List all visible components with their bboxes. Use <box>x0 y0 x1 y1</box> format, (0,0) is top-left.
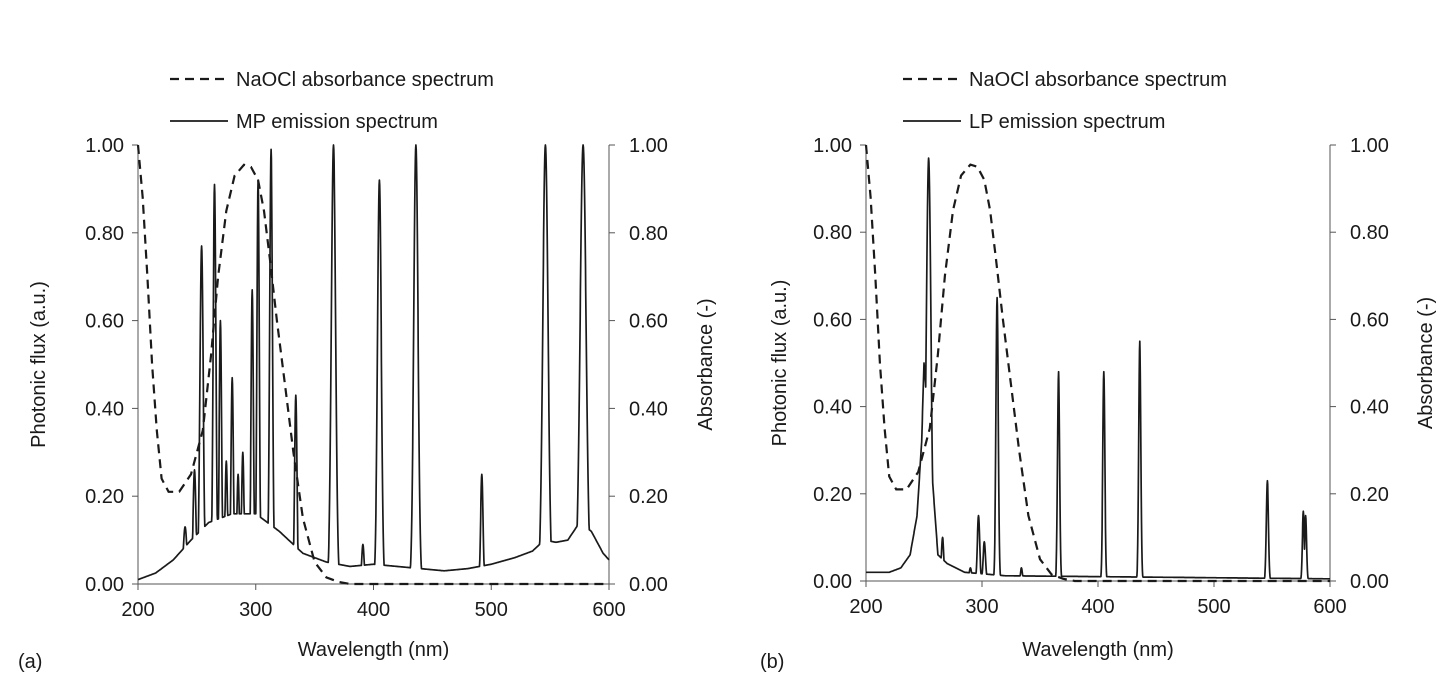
y-axis-left-title: Photonic flux (a.u.) <box>769 280 791 447</box>
y-right-tick-label: 1.00 <box>1350 135 1389 157</box>
y-right-tick-label: 0.20 <box>629 486 668 508</box>
legend-item: NaOCl absorbance spectrum <box>170 69 494 91</box>
legend-item: MP emission spectrum <box>170 111 438 133</box>
x-tick-label: 600 <box>592 599 625 621</box>
y-right-tick-label: 0.80 <box>1350 222 1389 244</box>
chart-panel-a: 200 300 400 500 6000.000.200.400.600.801.000… <box>18 69 717 673</box>
y-right-tick-label: 0.00 <box>1350 571 1389 593</box>
y-left-tick-label: 1.00 <box>813 135 852 157</box>
legend-label: NaOCl absorbance spectrum <box>236 69 494 91</box>
x-tick-label: 500 <box>1197 596 1230 618</box>
x-tick-label: 400 <box>1081 596 1114 618</box>
y-right-tick-label: 0.40 <box>1350 397 1389 419</box>
chart-panel-b: 200 300 400 500 6000.000.200.400.600.801.000… <box>760 69 1437 673</box>
y-left-tick-label: 0.20 <box>813 484 852 506</box>
panel-label: (a) <box>18 651 42 673</box>
x-tick-label: 600 <box>1313 596 1346 618</box>
y-axis-right-title: Absorbance (-) <box>695 298 717 430</box>
y-right-tick-label: 0.80 <box>629 223 668 245</box>
y-left-tick-label: 0.40 <box>813 397 852 419</box>
legend: NaOCl absorbance spectrum LP emission spe… <box>903 69 1227 133</box>
legend-item: NaOCl absorbance spectrum <box>903 69 1227 91</box>
y-left-tick-label: 0.60 <box>813 309 852 331</box>
x-tick-label: 200 <box>849 596 882 618</box>
y-right-tick-label: 0.60 <box>629 311 668 333</box>
panel-label: (b) <box>760 651 784 673</box>
legend-label: LP emission spectrum <box>969 111 1165 133</box>
series-line-emission <box>137 144 610 581</box>
series-line-emission <box>865 157 1331 580</box>
legend-label: MP emission spectrum <box>236 111 438 133</box>
y-left-tick-label: 0.60 <box>85 311 124 333</box>
legend: NaOCl absorbance spectrum MP emission spe… <box>170 69 494 133</box>
legend-item: LP emission spectrum <box>903 111 1165 133</box>
y-right-tick-label: 0.20 <box>1350 484 1389 506</box>
y-axis-right-title: Absorbance (-) <box>1415 297 1437 429</box>
x-tick-label: 300 <box>965 596 998 618</box>
legend-label: NaOCl absorbance spectrum <box>969 69 1227 91</box>
y-left-tick-label: 0.00 <box>813 571 852 593</box>
y-left-tick-label: 0.40 <box>85 398 124 420</box>
x-tick-label: 400 <box>357 599 390 621</box>
y-left-tick-label: 0.80 <box>85 223 124 245</box>
y-left-tick-label: 0.80 <box>813 222 852 244</box>
series-line-absorbance <box>864 144 1330 583</box>
x-axis-title: Wavelength (nm) <box>298 639 450 661</box>
y-axis-left-title: Photonic flux (a.u.) <box>28 281 50 448</box>
y-right-tick-label: 0.00 <box>629 574 668 596</box>
y-left-tick-label: 0.00 <box>85 574 124 596</box>
y-left-tick-label: 1.00 <box>85 135 124 157</box>
x-tick-label: 200 <box>121 599 154 621</box>
y-right-tick-label: 0.40 <box>629 398 668 420</box>
x-axis-title: Wavelength (nm) <box>1022 639 1174 661</box>
series-line-absorbance <box>136 144 609 586</box>
y-right-tick-label: 1.00 <box>629 135 668 157</box>
x-tick-label: 300 <box>239 599 272 621</box>
y-left-tick-label: 0.20 <box>85 486 124 508</box>
x-tick-label: 500 <box>475 599 508 621</box>
y-right-tick-label: 0.60 <box>1350 309 1389 331</box>
